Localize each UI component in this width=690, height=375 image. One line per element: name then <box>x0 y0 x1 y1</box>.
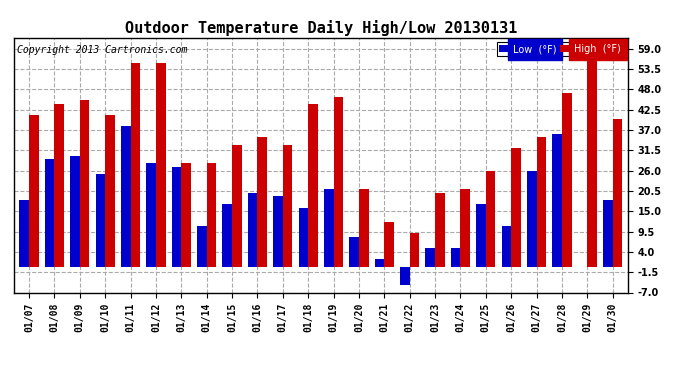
Bar <box>400 267 410 285</box>
Bar <box>156 63 166 267</box>
Bar <box>410 233 420 267</box>
Bar <box>384 222 394 267</box>
Bar <box>181 163 191 267</box>
Bar <box>273 196 283 267</box>
Bar <box>257 137 267 267</box>
Text: Copyright 2013 Cartronics.com: Copyright 2013 Cartronics.com <box>17 45 187 55</box>
Bar <box>308 104 318 267</box>
Bar <box>603 200 613 267</box>
Bar <box>95 174 105 267</box>
Title: Outdoor Temperature Daily High/Low 20130131: Outdoor Temperature Daily High/Low 20130… <box>125 20 517 36</box>
Bar <box>375 259 384 267</box>
Bar <box>232 145 241 267</box>
Bar <box>172 167 181 267</box>
Bar <box>45 159 55 267</box>
Bar <box>426 248 435 267</box>
Bar <box>299 207 308 267</box>
Bar <box>121 126 130 267</box>
Bar <box>527 171 537 267</box>
Bar <box>324 189 333 267</box>
Bar <box>207 163 216 267</box>
Bar <box>537 137 546 267</box>
Bar <box>130 63 140 267</box>
Bar <box>29 115 39 267</box>
Bar <box>222 204 232 267</box>
Bar <box>562 93 571 267</box>
Bar <box>70 156 80 267</box>
Bar <box>80 100 90 267</box>
Bar <box>248 193 257 267</box>
Bar <box>146 163 156 267</box>
Bar <box>283 145 293 267</box>
Bar <box>105 115 115 267</box>
Bar <box>476 204 486 267</box>
Bar <box>587 45 597 267</box>
Bar <box>55 104 64 267</box>
Legend: Low  (°F), High  (°F): Low (°F), High (°F) <box>497 42 623 56</box>
Bar <box>197 226 207 267</box>
Bar <box>460 189 470 267</box>
Bar <box>502 226 511 267</box>
Bar <box>349 237 359 267</box>
Bar <box>333 97 343 267</box>
Bar <box>552 134 562 267</box>
Bar <box>435 193 444 267</box>
Bar <box>19 200 29 267</box>
Bar <box>359 189 368 267</box>
Bar <box>451 248 460 267</box>
Bar <box>486 171 495 267</box>
Bar <box>511 148 521 267</box>
Bar <box>613 119 622 267</box>
